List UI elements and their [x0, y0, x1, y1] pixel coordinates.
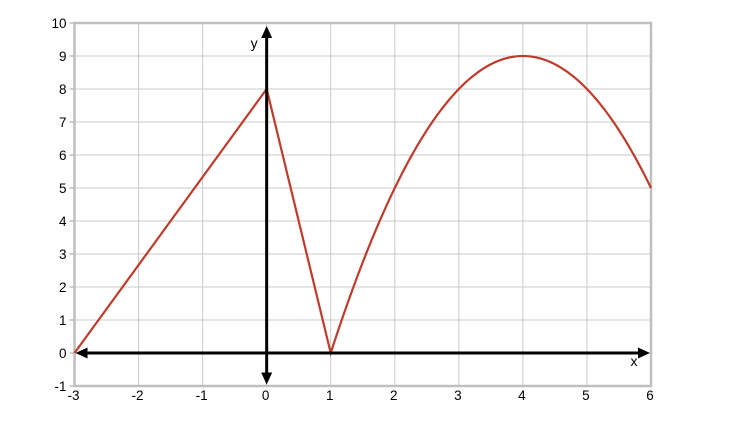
x-axis-arrowhead-right [638, 347, 650, 359]
y-tick-label: 5 [59, 181, 67, 196]
y-tick-label: 3 [59, 247, 67, 262]
y-tick-label: 9 [59, 49, 67, 64]
x-axis-title: x [631, 353, 638, 369]
y-tick-label: 1 [59, 313, 67, 328]
y-tick-label: 8 [59, 82, 67, 97]
x-tick-label: 5 [582, 388, 590, 403]
y-tick-label: 7 [59, 115, 67, 130]
y-axis-title: y [251, 35, 258, 51]
y-tick-label: 4 [59, 214, 67, 229]
plot-area [74, 23, 651, 386]
plot-area-border [73, 21, 653, 388]
x-tick-label: -2 [132, 388, 144, 403]
x-tick-label: 0 [262, 388, 270, 403]
y-axis-arrowhead-top [261, 26, 273, 38]
y-tick-label: 10 [51, 16, 66, 31]
y-tick-label: 6 [59, 148, 67, 163]
x-tick-label: 1 [326, 388, 334, 403]
x-tick-label: 2 [390, 388, 398, 403]
x-tick-label: 3 [454, 388, 462, 403]
x-tick-label: 6 [646, 388, 654, 403]
y-axis-arrowhead-bottom [261, 372, 273, 385]
x-tick-label: -3 [67, 388, 79, 403]
x-axis-arrowhead-left [75, 347, 88, 359]
x-tick-label: -1 [196, 388, 208, 403]
y-tick-label: -1 [54, 379, 66, 394]
y-tick-label: 0 [59, 346, 67, 361]
y-tick-label: 2 [59, 280, 67, 295]
function-curve [73, 54, 652, 358]
x-tick-label: 4 [518, 388, 526, 403]
